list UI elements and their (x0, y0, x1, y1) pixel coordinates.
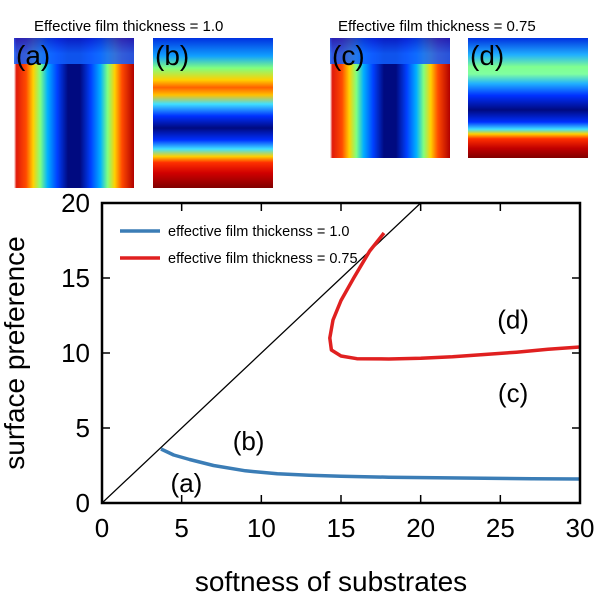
phase-diagram-chart: 0 5 10 15 20 25 30 0 5 10 15 20 softness of substrat… (0, 188, 595, 597)
top-layer (330, 38, 450, 64)
y-axis-label: surface preference (0, 236, 30, 469)
panel-d-image: (d) (468, 38, 588, 158)
panel-a-label: (a) (16, 40, 51, 71)
y-tick-label: 10 (61, 338, 90, 368)
header-thickness-0-75: Effective film thickness = 0.75 (338, 18, 536, 35)
region-annotation: (b) (233, 426, 265, 456)
x-axis-label: softness of substrates (195, 566, 467, 597)
header-thickness-1-0: Effective film thickness = 1.0 (34, 18, 224, 35)
stripe-field (468, 38, 588, 158)
x-tick-label: 25 (486, 513, 515, 543)
y-tick-label: 5 (76, 413, 90, 443)
x-tick-label: 0 (95, 513, 109, 543)
region-annotation: (a) (171, 468, 203, 498)
x-tick-label: 5 (174, 513, 188, 543)
x-tick-label: 15 (327, 513, 356, 543)
y-tick-label: 15 (61, 263, 90, 293)
series-line-1 (328, 231, 580, 361)
series-line-0 (160, 447, 580, 481)
x-tick-label: 10 (247, 513, 276, 543)
panel-c-image: (c) (330, 38, 450, 158)
legend-label: effective film thickenss = 1.0 (168, 224, 349, 240)
stripe-field (153, 38, 273, 188)
region-annotation: (c) (498, 378, 528, 408)
x-tick-label: 30 (566, 513, 595, 543)
region-annotation: (d) (497, 305, 529, 335)
panel-a-image: (a) (14, 38, 134, 188)
legend-label: effective film thickness = 0.75 (168, 251, 358, 267)
panel-d-label: (d) (470, 40, 505, 71)
y-tick-label: 0 (76, 488, 90, 518)
panel-b-image: (b) (153, 38, 273, 188)
panel-c-label: (c) (332, 40, 365, 71)
top-layer (14, 38, 134, 64)
x-tick-label: 20 (406, 513, 435, 543)
panel-b-label: (b) (155, 40, 190, 71)
y-tick-label: 20 (61, 188, 90, 218)
